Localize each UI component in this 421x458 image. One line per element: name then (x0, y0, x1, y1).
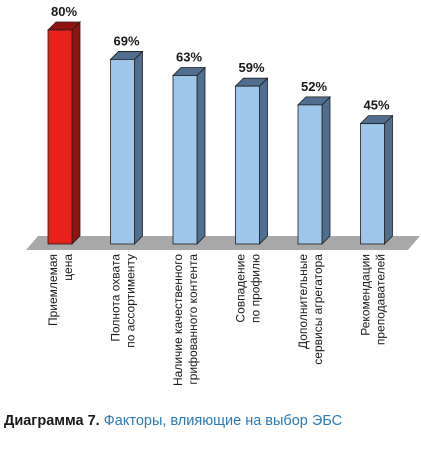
value-label-1: 80% (51, 4, 77, 19)
bar-front (172, 75, 198, 245)
category-label-line: по профилю (249, 254, 263, 323)
chart-caption: Диаграмма 7. Факторы, влияющие на выбор … (4, 412, 414, 431)
caption-text: Факторы, влияющие на выбор ЭБС (103, 413, 343, 429)
bar-front (110, 59, 135, 245)
category-label-line: по ассортименту (124, 254, 138, 348)
value-label-4: 59% (238, 60, 264, 75)
value-label-6: 45% (363, 98, 389, 113)
bar-side (134, 50, 143, 245)
bar-side (384, 114, 393, 245)
bar-chart: 80% 69% 63% 59% 52% 45% Приемлемаяцена Полнота… (26, 4, 420, 386)
category-label-1: Приемлемаяцена (46, 254, 75, 326)
value-label-5: 52% (301, 79, 327, 94)
category-label-5: Дополнительныесервисы агрегатора (296, 254, 325, 365)
category-label-line: Рекомендации (359, 254, 373, 336)
bar-front (47, 29, 73, 245)
category-label-line: цена (61, 254, 75, 281)
value-label-2: 69% (113, 33, 139, 48)
bar-1 (47, 21, 81, 245)
category-label-line: Совпадение (234, 254, 248, 323)
category-label-line: грифованного контента (186, 254, 200, 385)
bar-side (71, 21, 81, 245)
category-label-6: Рекомендациипреподавателей (359, 254, 388, 345)
category-label-line: Полнота охвата (109, 254, 123, 342)
category-label-line: преподавателей (374, 254, 388, 345)
bar-front (360, 123, 385, 245)
category-label-2: Полнота охватапо ассортименту (109, 254, 138, 348)
category-label-4: Совпадениепо профилю (234, 254, 263, 323)
category-label-line: Приемлемая (46, 254, 60, 326)
bar-5 (297, 95, 331, 245)
bar-3 (172, 66, 206, 245)
category-label-line: сервисы агрегатора (311, 254, 325, 365)
category-label-3: Наличие качественногогрифованного контен… (171, 254, 200, 386)
bar-4 (234, 77, 269, 245)
category-label-line: Наличие качественного (171, 254, 185, 386)
bar-6 (359, 114, 394, 245)
bar-side (196, 66, 206, 245)
bar-side (259, 77, 268, 245)
category-label-line: Дополнительные (296, 254, 310, 349)
caption-lead: Диаграмма 7. (4, 413, 100, 429)
bar-side (321, 95, 331, 245)
bar-front (297, 104, 323, 245)
value-label-3: 63% (176, 49, 202, 64)
bar-2 (109, 50, 144, 245)
bar-front (235, 85, 260, 245)
